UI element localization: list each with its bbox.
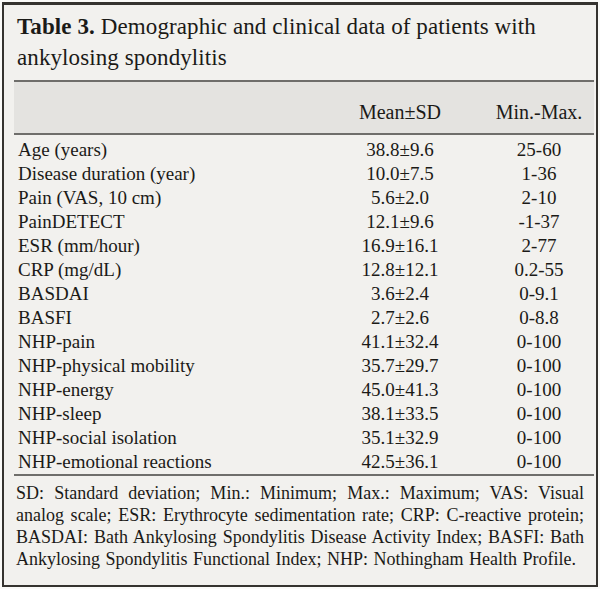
- row-label: NHP-physical mobility: [14, 354, 316, 378]
- row-min-max: 0.2-55: [484, 258, 594, 282]
- header-empty-cell: [14, 81, 316, 134]
- row-min-max: 0-8.8: [484, 306, 594, 330]
- row-label: PainDETECT: [14, 210, 316, 234]
- row-label: ESR (mm/hour): [14, 234, 316, 258]
- row-mean-sd: 5.6±2.0: [316, 186, 484, 210]
- table-footnote: SD: Standard deviation; Min.: Minimum; M…: [16, 482, 584, 570]
- table-row: BASFI2.7±2.60-8.8: [14, 306, 594, 330]
- table-body: Age (years)38.8±9.625-60Disease duration…: [14, 134, 594, 475]
- row-label: NHP-sleep: [14, 402, 316, 426]
- data-table: Mean±SD Min.-Max. Age (years)38.8±9.625-…: [14, 80, 594, 476]
- row-mean-sd: 38.1±33.5: [316, 402, 484, 426]
- row-mean-sd: 35.7±29.7: [316, 354, 484, 378]
- table-row: NHP-emotional reactions42.5±36.10-100: [14, 450, 594, 475]
- table-row: BASDAI3.6±2.40-9.1: [14, 282, 594, 306]
- table-title: Table 3. Demographic and clinical data o…: [4, 5, 596, 73]
- table-row: NHP-pain41.1±32.40-100: [14, 330, 594, 354]
- table-number: Table 3.: [17, 14, 95, 39]
- row-mean-sd: 16.9±16.1: [316, 234, 484, 258]
- row-label: Disease duration (year): [14, 162, 316, 186]
- header-min-max: Min.-Max.: [484, 81, 594, 134]
- row-mean-sd: 42.5±36.1: [316, 450, 484, 475]
- table-row: NHP-physical mobility35.7±29.70-100: [14, 354, 594, 378]
- table-row: PainDETECT12.1±9.6-1-37: [14, 210, 594, 234]
- row-label: NHP-pain: [14, 330, 316, 354]
- table-header: Mean±SD Min.-Max.: [14, 81, 594, 134]
- row-min-max: 0-100: [484, 450, 594, 475]
- table-row: Disease duration (year)10.0±7.51-36: [14, 162, 594, 186]
- row-min-max: 0-100: [484, 402, 594, 426]
- row-mean-sd: 10.0±7.5: [316, 162, 484, 186]
- row-mean-sd: 38.8±9.6: [316, 134, 484, 162]
- row-min-max: 1-36: [484, 162, 594, 186]
- row-mean-sd: 12.8±12.1: [316, 258, 484, 282]
- row-min-max: 2-10: [484, 186, 594, 210]
- row-min-max: 2-77: [484, 234, 594, 258]
- table-row: ESR (mm/hour)16.9±16.12-77: [14, 234, 594, 258]
- row-mean-sd: 45.0±41.3: [316, 378, 484, 402]
- table-row: Pain (VAS, 10 cm)5.6±2.02-10: [14, 186, 594, 210]
- row-mean-sd: 41.1±32.4: [316, 330, 484, 354]
- row-min-max: 0-9.1: [484, 282, 594, 306]
- row-min-max: 0-100: [484, 354, 594, 378]
- row-mean-sd: 2.7±2.6: [316, 306, 484, 330]
- row-min-max: 25-60: [484, 134, 594, 162]
- row-label: Age (years): [14, 134, 316, 162]
- table-figure: Table 3. Demographic and clinical data o…: [2, 2, 598, 587]
- row-label: NHP-energy: [14, 378, 316, 402]
- row-label: NHP-social isolation: [14, 426, 316, 450]
- header-mean-sd: Mean±SD: [316, 81, 484, 134]
- row-label: NHP-emotional reactions: [14, 450, 316, 475]
- row-min-max: -1-37: [484, 210, 594, 234]
- table-row: NHP-sleep38.1±33.50-100: [14, 402, 594, 426]
- row-label: BASDAI: [14, 282, 316, 306]
- table-row: CRP (mg/dL)12.8±12.10.2-55: [14, 258, 594, 282]
- table-caption: Demographic and clinical data of patient…: [17, 14, 536, 70]
- table-row: NHP-energy45.0±41.30-100: [14, 378, 594, 402]
- row-min-max: 0-100: [484, 426, 594, 450]
- row-mean-sd: 12.1±9.6: [316, 210, 484, 234]
- row-mean-sd: 35.1±32.9: [316, 426, 484, 450]
- row-mean-sd: 3.6±2.4: [316, 282, 484, 306]
- header-row: Mean±SD Min.-Max.: [14, 81, 594, 134]
- table-row: Age (years)38.8±9.625-60: [14, 134, 594, 162]
- row-label: BASFI: [14, 306, 316, 330]
- row-label: CRP (mg/dL): [14, 258, 316, 282]
- row-label: Pain (VAS, 10 cm): [14, 186, 316, 210]
- row-min-max: 0-100: [484, 330, 594, 354]
- row-min-max: 0-100: [484, 378, 594, 402]
- table-row: NHP-social isolation35.1±32.90-100: [14, 426, 594, 450]
